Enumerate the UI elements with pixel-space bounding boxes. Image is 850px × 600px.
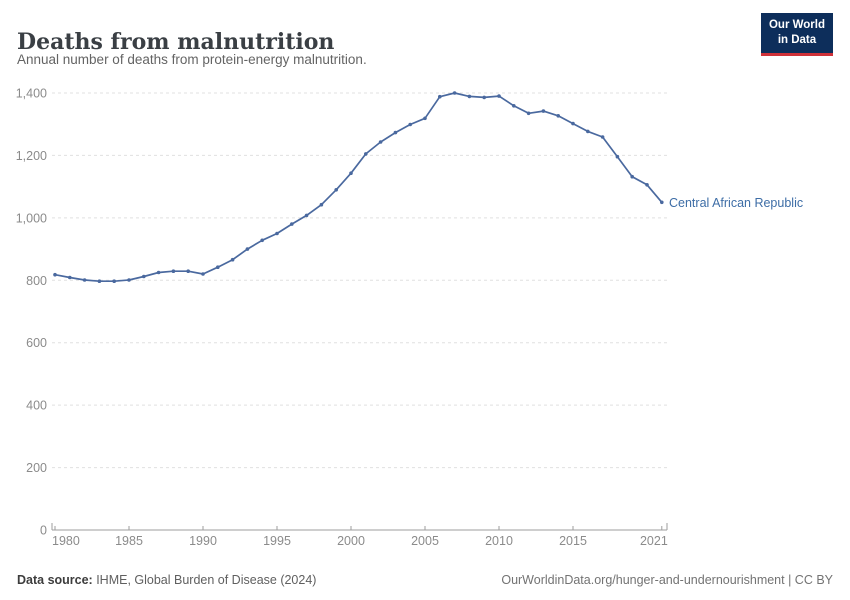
data-point-2003[interactable] (393, 130, 398, 135)
x-tick-label-2000: 2000 (337, 534, 365, 548)
data-point-1980[interactable] (53, 272, 57, 277)
x-tick-label-2021: 2021 (640, 534, 668, 548)
data-point-1982[interactable] (82, 278, 87, 282)
data-point-2014[interactable] (556, 114, 560, 118)
y-tick-label-1400: 1,400 (16, 87, 47, 101)
y-tick-label-1200: 1,200 (16, 149, 47, 163)
data-point-1994[interactable] (260, 238, 265, 243)
data-point-1998[interactable] (319, 202, 324, 207)
y-tick-label-600: 600 (26, 336, 47, 350)
y-tick-label-1000: 1,000 (16, 211, 47, 225)
data-point-1986[interactable] (142, 274, 146, 279)
attribution-link[interactable]: OurWorldinData.org/hunger-and-undernouri… (501, 573, 833, 587)
data-source: Data source: IHME, Global Burden of Dise… (17, 573, 316, 587)
x-tick-label-2005: 2005 (411, 534, 439, 548)
data-point-2000[interactable] (349, 171, 353, 175)
x-tick-label-1980: 1980 (52, 534, 80, 548)
owid-logo-line1: Our World (768, 19, 825, 31)
data-point-1996[interactable] (290, 222, 294, 226)
data-point-2021[interactable] (660, 200, 664, 205)
y-tick-label-0: 0 (40, 524, 47, 538)
data-point-1990[interactable] (201, 272, 205, 276)
axis-layer: 1980 1985 1990 1995 2000 2005 2010 2015 2021 (51, 523, 668, 548)
x-tick-label-1985: 1985 (115, 534, 143, 548)
data-point-2017[interactable] (600, 135, 605, 139)
data-point-2013[interactable] (541, 109, 546, 113)
data-point-2009[interactable] (482, 95, 487, 100)
data-point-2011[interactable] (512, 104, 516, 108)
data-point-2008[interactable] (467, 94, 472, 99)
data-point-1992[interactable] (230, 257, 235, 262)
gridlines-layer: 0 200 400 600 800 1,000 1,200 1,400 (16, 87, 667, 538)
data-point-2010[interactable] (497, 94, 501, 98)
y-tick-label-400: 400 (26, 399, 47, 413)
data-point-2015[interactable] (571, 121, 575, 126)
data-point-2004[interactable] (408, 122, 413, 127)
data-point-2007[interactable] (452, 91, 457, 95)
owid-logo[interactable]: Our World in Data (760, 13, 833, 56)
chart-subtitle: Annual number of deaths from protein-ene… (17, 52, 367, 67)
data-point-1999[interactable] (334, 188, 339, 192)
y-tick-label-200: 200 (26, 461, 47, 475)
owid-logo-line2: in Data (777, 33, 817, 46)
series-layer (53, 91, 664, 284)
x-tick-label-2015: 2015 (559, 534, 587, 548)
data-point-1984[interactable] (112, 279, 116, 284)
y-tick-label-800: 800 (26, 274, 47, 288)
x-tick-label-2010: 2010 (485, 534, 513, 548)
data-point-1988[interactable] (171, 269, 176, 274)
data-point-2020[interactable] (645, 183, 649, 187)
data-point-1987[interactable] (156, 270, 161, 275)
data-point-1989[interactable] (186, 269, 190, 274)
x-tick-label-1990: 1990 (189, 534, 217, 548)
data-source-label: Data source: (17, 573, 93, 587)
chart-footer: Data source: IHME, Global Burden of Dise… (17, 573, 833, 587)
data-point-2001[interactable] (364, 152, 368, 156)
data-point-1985[interactable] (127, 278, 131, 282)
x-tick-label-1995: 1995 (263, 534, 291, 548)
data-point-1995[interactable] (275, 231, 279, 236)
data-point-2006[interactable] (438, 94, 442, 99)
page-title: Deaths from malnutrition (17, 28, 335, 55)
data-point-2016[interactable] (586, 129, 590, 134)
series-end-label[interactable]: Central African Republic (669, 196, 803, 210)
data-point-2012[interactable] (526, 111, 531, 116)
data-point-1983[interactable] (97, 279, 102, 284)
data-point-2005[interactable] (423, 116, 427, 121)
data-point-1981[interactable] (68, 275, 72, 280)
data-source-value: IHME, Global Burden of Disease (2024) (92, 573, 317, 587)
data-point-2018[interactable] (615, 154, 620, 159)
data-point-1991[interactable] (216, 265, 220, 270)
data-point-1997[interactable] (304, 213, 309, 218)
data-point-2002[interactable] (378, 140, 383, 144)
data-point-1993[interactable] (245, 247, 250, 251)
trend-line[interactable] (54, 92, 663, 283)
data-point-2019[interactable] (630, 174, 634, 179)
